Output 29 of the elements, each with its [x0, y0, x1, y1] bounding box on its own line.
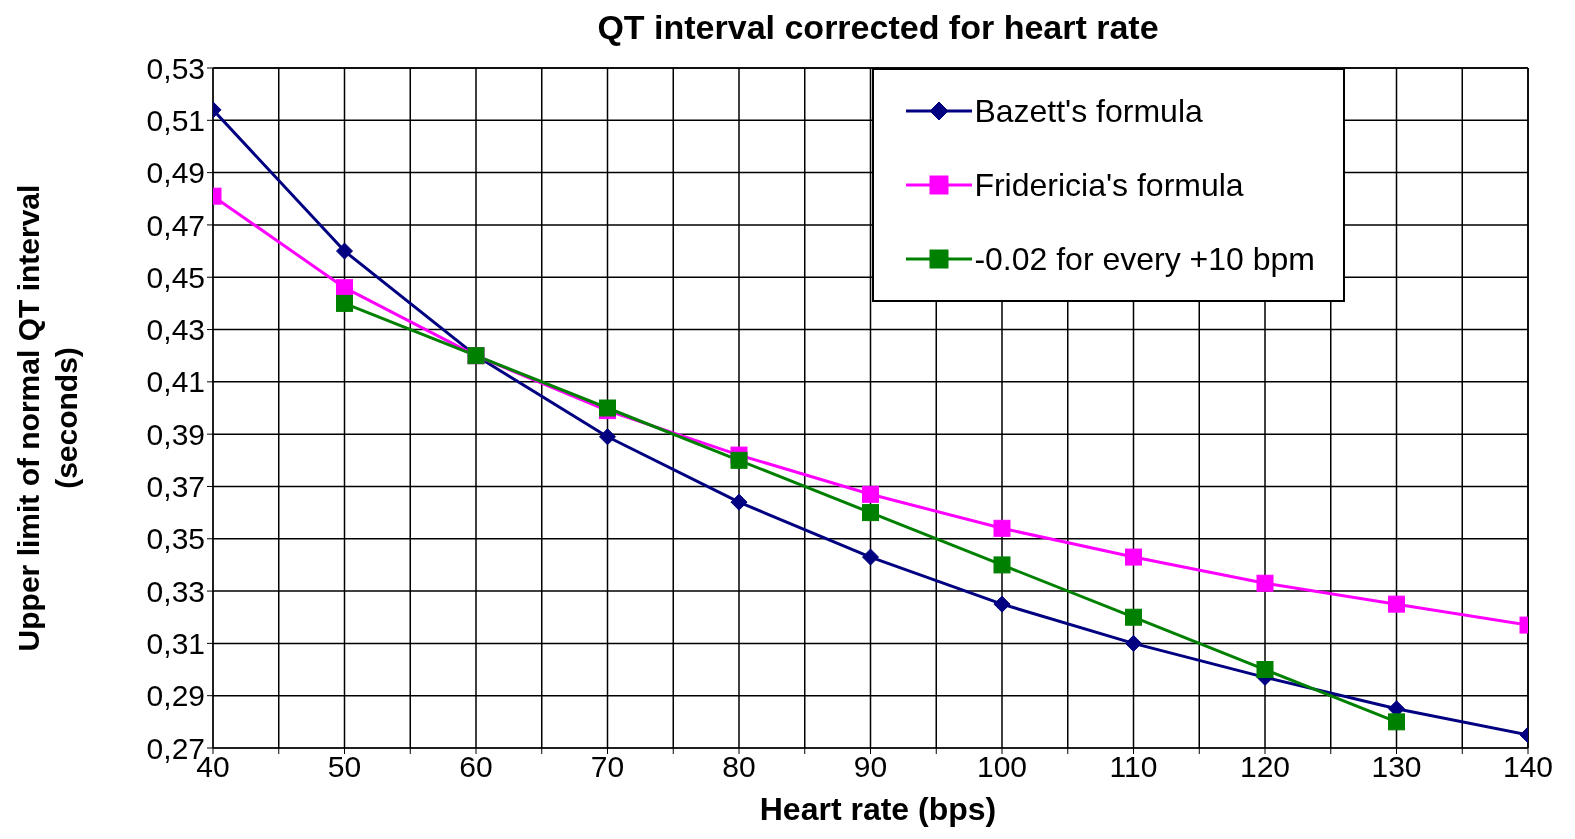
y-tick-label: 0,45 — [146, 260, 205, 294]
x-tick-label: 90 — [853, 750, 888, 784]
y-tick-label: 0,33 — [146, 574, 205, 608]
x-tick-label: 130 — [1371, 750, 1422, 784]
y-tick-label: 0,39 — [146, 417, 205, 451]
legend-label: Bazett's formula — [974, 92, 1203, 130]
y-tick-label: 0,41 — [146, 365, 205, 399]
x-axis-title: Heart rate (bps) — [758, 791, 998, 828]
y-tick-label: 0,47 — [146, 208, 205, 242]
y-tick-label: 0,37 — [146, 470, 205, 504]
y-tick-label: 0,35 — [146, 522, 205, 556]
legend-label: -0.02 for every +10 bpm — [974, 240, 1315, 278]
y-tick-label: 0,53 — [146, 51, 205, 85]
y-tick-label: 0,31 — [146, 627, 205, 661]
x-tick-label: 140 — [1502, 750, 1554, 784]
y-axis-title: Upper limit of normal QT interval (seconds) — [11, 183, 84, 654]
y-tick-label: 0,51 — [146, 103, 205, 137]
y-tick-label: 0,49 — [146, 156, 205, 190]
x-tick-label: 100 — [976, 750, 1028, 784]
x-tick-label: 120 — [1239, 750, 1291, 784]
y-tick-label: 0,43 — [146, 313, 205, 347]
x-tick-label: 110 — [1109, 750, 1158, 784]
x-tick-label: 70 — [590, 750, 625, 784]
y-tick-label: 0,29 — [146, 679, 205, 713]
chart-title: QT interval corrected for heart rate — [596, 8, 1160, 47]
x-tick-label: 60 — [459, 750, 493, 784]
x-tick-label: 80 — [722, 750, 756, 784]
x-tick-label: 50 — [327, 750, 362, 784]
legend-label: Fridericia's formula — [974, 166, 1244, 204]
